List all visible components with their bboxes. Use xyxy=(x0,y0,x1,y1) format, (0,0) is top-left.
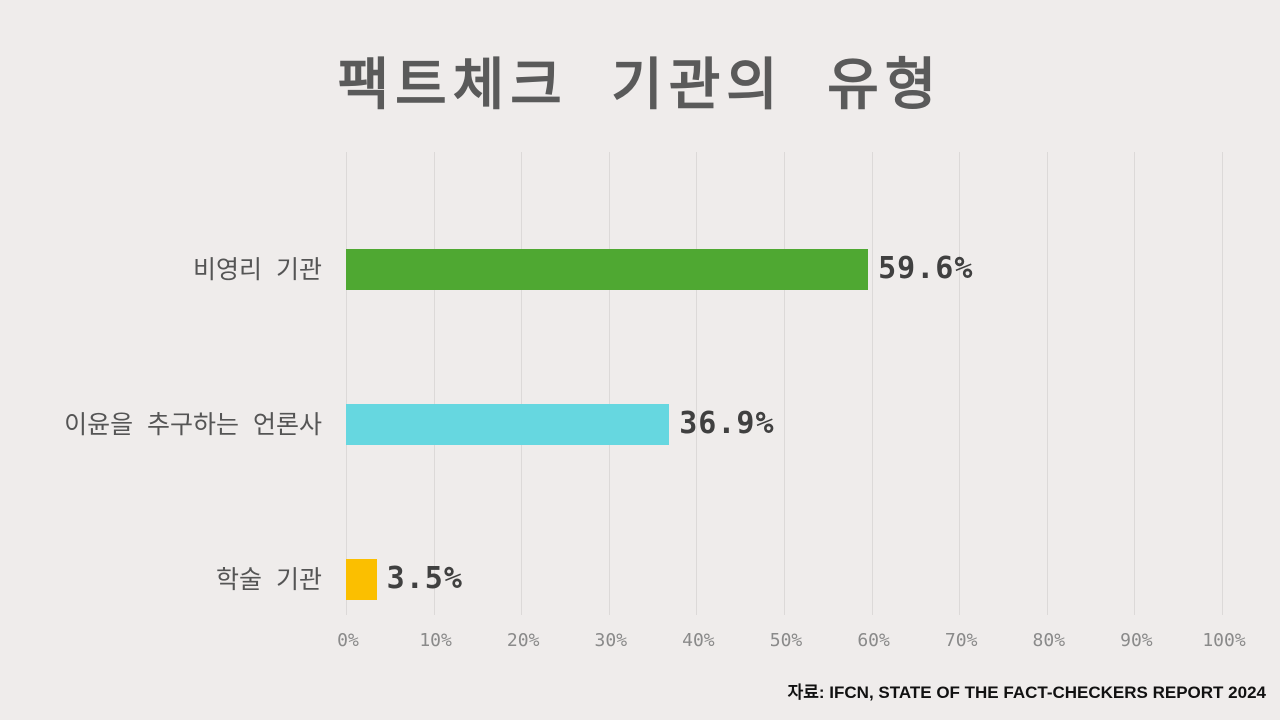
x-tick-label: 30% xyxy=(594,630,628,651)
gridline xyxy=(1134,152,1136,615)
x-tick-label: 50% xyxy=(769,630,803,651)
bar-value-label: 59.6% xyxy=(878,251,974,286)
x-tick-label: 90% xyxy=(1120,630,1153,651)
gridline xyxy=(433,152,435,615)
x-tick-label: 40% xyxy=(682,630,715,651)
gridline xyxy=(871,152,873,615)
chart-title: 팩트체크 기관의 유형 xyxy=(337,53,943,118)
bar xyxy=(346,249,869,290)
bar-value-label: 36.9% xyxy=(679,406,775,441)
gridline xyxy=(696,152,698,615)
gridline xyxy=(959,152,961,615)
source-note: 자료: IFCN, STATE OF THE FACT-CHECKERS REP… xyxy=(787,683,1266,702)
gridline xyxy=(346,152,347,615)
x-tick-label: 60% xyxy=(857,630,890,651)
category-label: 이윤을 추구하는 언론사 xyxy=(64,410,322,439)
bar xyxy=(346,404,670,445)
gridline xyxy=(608,152,610,615)
gridline xyxy=(521,152,523,615)
gridline xyxy=(784,152,785,615)
x-tick-label: 20% xyxy=(506,630,540,651)
bar-value-label: 3.5% xyxy=(386,561,463,596)
gridline xyxy=(1046,152,1048,615)
x-tick-label: 70% xyxy=(944,630,978,651)
x-tick-label: 10% xyxy=(419,630,452,651)
gridline xyxy=(1222,152,1223,615)
x-tick-label: 100% xyxy=(1202,630,1246,651)
category-label: 비영리 기관 xyxy=(193,255,322,284)
x-tick-label: 0% xyxy=(337,630,359,651)
category-label: 학술 기관 xyxy=(216,565,322,594)
bar xyxy=(346,559,377,600)
x-tick-label: 80% xyxy=(1032,630,1066,651)
